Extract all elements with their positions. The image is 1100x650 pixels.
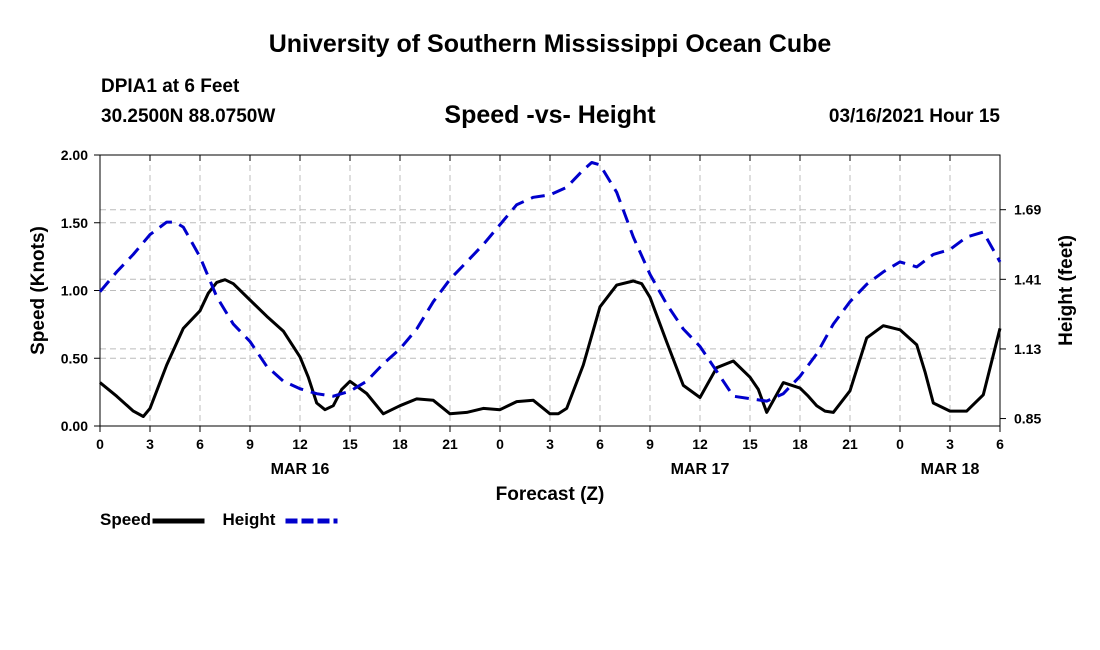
y-right-tick-label: 1.41 [1014,271,1041,287]
y-right-tick-label: 1.69 [1014,202,1041,218]
legend-label-height: Height [223,510,276,529]
x-tick-label: 3 [146,436,154,452]
station-coordinates: 30.2500N 88.0750W [101,106,276,127]
x-tick-label: 0 [496,436,504,452]
y-left-axis-title: Speed (Knots) [28,226,49,355]
x-tick-label: 0 [896,436,904,452]
series [98,161,1002,418]
y-left-tick-label: 1.00 [61,283,88,299]
y-left-tick-label: 2.00 [61,147,88,163]
y-right-axis-title: Height (feet) [1056,235,1077,346]
y-right-tick-label: 0.85 [1014,411,1041,427]
legend-label-speed: Speed [100,510,151,529]
y-left-tick-label: 0.50 [61,350,88,366]
chart-subtitle: Speed -vs- Height [444,101,656,129]
x-tick-label: 6 [196,436,204,452]
day-label: MAR 18 [921,461,980,478]
x-tick-label: 21 [442,436,458,452]
x-axis-title: Forecast (Z) [496,484,605,505]
x-tick-label: 12 [692,436,708,452]
x-tick-label: 3 [546,436,554,452]
speed-series-line [99,278,1002,418]
x-tick-label: 6 [596,436,604,452]
x-tick-label: 15 [742,436,758,452]
x-tick-label: 18 [792,436,808,452]
y-right-tick-label: 1.13 [1014,341,1041,357]
grid [100,155,1000,426]
day-label: MAR 17 [671,461,730,478]
chart-title-top: University of Southern Mississippi Ocean… [268,30,832,58]
x-tick-label: 9 [246,436,254,452]
forecast-datetime: 03/16/2021 Hour 15 [828,106,1000,127]
x-tick-label: 9 [646,436,654,452]
axes: 0 3 6 9 12 15 18 21 0 3 6 9 12 15 18 21 0 3 6 0.00 0.50 1.00 1… [28,147,1077,505]
x-tick-label: 18 [392,436,408,452]
day-label: MAR 16 [271,461,330,478]
x-tick-label: 12 [292,436,308,452]
x-tick-label: 15 [342,436,358,452]
legend: Speed Height [100,510,338,529]
height-series-line [98,161,1002,403]
x-tick-label: 21 [842,436,858,452]
x-tick-label: 0 [96,436,104,452]
y-left-tick-label: 1.50 [61,215,88,231]
x-tick-label: 3 [946,436,954,452]
x-tick-label: 6 [996,436,1004,452]
station-label: DPIA1 at 6 Feet [101,76,240,97]
y-left-tick-label: 0.00 [61,418,88,434]
